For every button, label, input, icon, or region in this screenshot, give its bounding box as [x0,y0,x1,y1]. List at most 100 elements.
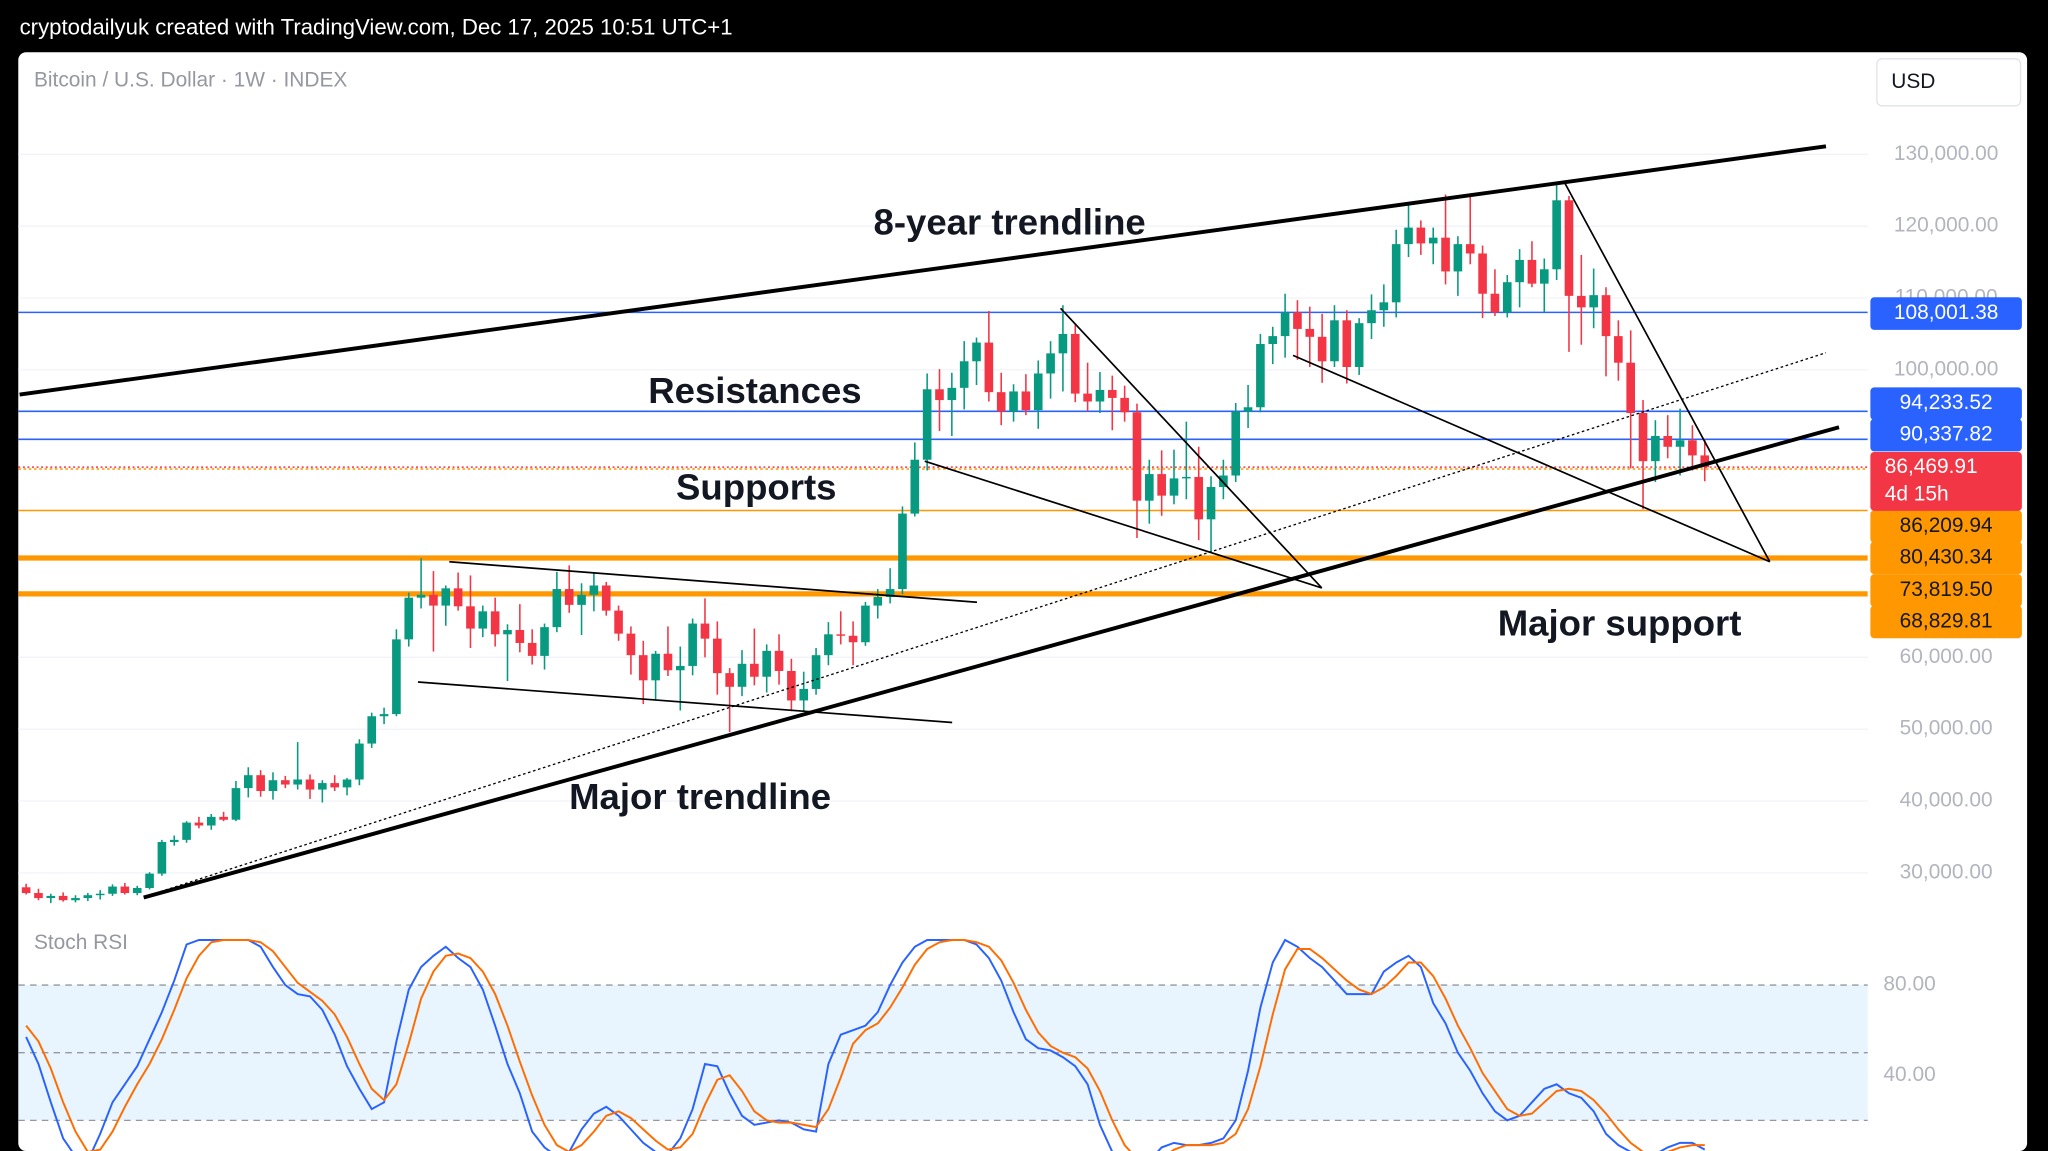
candle-body [490,611,500,635]
trendline [1059,307,1323,589]
candle-body [824,634,833,656]
candle-body [367,716,377,744]
candle-body [799,688,809,701]
y-tick-label: 50,000.00 [1900,717,1993,740]
candle-body [577,594,586,605]
indicator-tick-label: 80.00 [1883,973,1935,996]
candle-body [1391,244,1401,303]
candle-body [552,589,562,628]
drawings [19,144,1840,900]
trendline [417,681,953,724]
candle-body [1404,227,1413,245]
candle-body [318,783,327,790]
candle-body [1009,391,1018,412]
current-price-box [1870,452,2022,511]
candle-body [157,842,167,874]
indicator-title: Stoch RSI [34,931,128,954]
candle-body [243,775,253,789]
candle-body [935,389,944,401]
level-label: 86,209.94 [1900,514,1993,537]
candle-body [1107,390,1117,398]
candle-body [219,816,228,820]
candle-body [429,594,438,606]
candle-body [392,639,401,715]
candle-body [478,611,488,629]
level-label-box [1870,418,2022,452]
y-tick-label: 130,000.00 [1894,142,1999,165]
candle-body [1675,440,1685,447]
candle-body [1194,476,1204,520]
candle-body [1379,302,1389,311]
candle-body [750,663,759,677]
y-tick-label: 100,000.00 [1894,357,1999,380]
candle-body [836,634,846,636]
candle-body [1157,474,1166,496]
candle-body [614,610,623,634]
candle-body [71,898,80,901]
candle-body [527,642,537,656]
y-tick-label: 120,000.00 [1894,214,1999,237]
candle-body [1367,310,1376,324]
current-price-label: 86,469.91 [1885,455,1978,478]
candle-body [1490,293,1500,313]
candle-body [379,714,389,717]
level-label-box [1870,605,2022,639]
candle-body [1132,412,1142,501]
candle-body [1033,373,1043,411]
candle-body [1416,227,1426,244]
candle-body [1243,407,1253,412]
candle-body [1280,312,1290,337]
level-label-box [1870,297,2022,330]
candle-body [1305,328,1315,337]
candle-body [713,638,722,674]
candle-body [1354,323,1364,368]
candle-body [1046,353,1055,374]
candle-body [947,387,957,401]
candle-body [1441,237,1450,272]
level-label-box [1870,510,2022,543]
candle-body [231,788,241,820]
candle-body [1120,397,1129,413]
candle-body [972,342,981,362]
candle-body [120,886,130,894]
candle-body [885,589,895,597]
candle-body [1663,435,1673,447]
level-label-box [1870,541,2022,575]
annotation: Supports [676,467,836,508]
candle-body [1342,320,1352,368]
candle-body [1453,244,1463,272]
currency[interactable]: USD [1891,70,1935,93]
y-tick-label: 30,000.00 [1900,860,1993,883]
candle-body [46,895,56,899]
candle-body [1169,478,1179,496]
level-label: 73,819.50 [1900,578,1993,601]
currency-button[interactable] [1876,58,2022,107]
level-label-box [1870,574,2022,607]
candle-body [1515,259,1524,283]
candle-body [1539,269,1549,284]
candle-body [404,597,414,640]
candle-body [811,655,821,689]
candle-body [638,655,648,681]
annotation: Major support [1498,602,1742,643]
trendline [924,460,1323,589]
candle-body [601,585,611,611]
annotation: 8-year trendline [874,201,1146,242]
candle-body [1502,282,1512,313]
candle-body [873,596,883,606]
candle-body [58,895,68,901]
candle-body [1577,295,1586,308]
candle-body [453,588,463,607]
candle-body [1552,200,1561,270]
candle-body [268,780,278,791]
candle-body [626,633,636,656]
level-label: 90,337.82 [1900,423,1993,446]
candle-body [256,775,265,791]
candle-body [1231,411,1241,476]
level-label: 80,430.34 [1900,545,1993,568]
annotation: Major trendline [569,776,831,817]
grid [18,153,1868,874]
candle-body [898,513,907,590]
candle-body [725,673,734,687]
